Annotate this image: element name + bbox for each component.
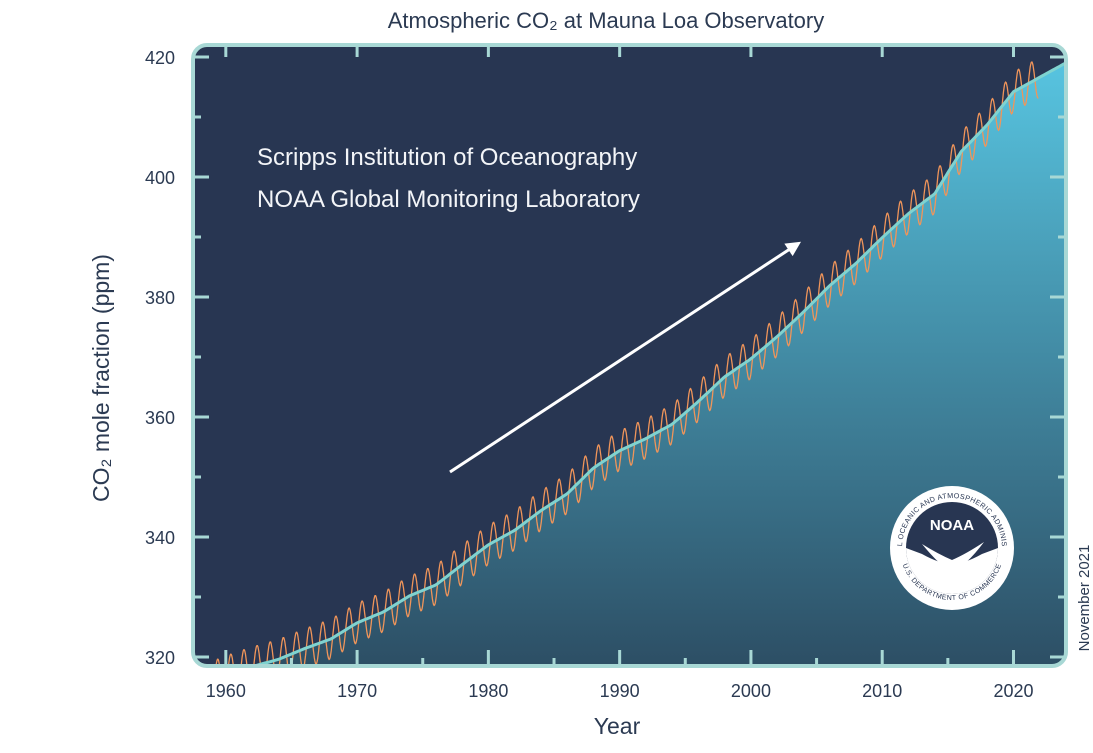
area-fill: [193, 62, 1066, 666]
noaa-logo-wordmark: NOAA: [930, 517, 974, 534]
x-tick-label: 1960: [206, 681, 246, 701]
axis-ticks: [193, 45, 1066, 666]
y-tick-label: 360: [145, 408, 175, 428]
source-scripps: Scripps Institution of Oceanography: [257, 144, 637, 171]
x-tick-label: 1990: [600, 681, 640, 701]
axis-tick-labels: 1960 1970 1980 1990 2000 2010 2020 320 340 360 380…: [145, 48, 1034, 701]
source-noaa: NOAA Global Monitoring Laboratory: [257, 186, 640, 213]
y-tick-label: 400: [145, 168, 175, 188]
y-axis-label: CO₂ mole fraction (ppm): [88, 254, 114, 502]
date-stamp: November 2021: [1076, 545, 1093, 652]
trend-arrow: [449, 241, 802, 474]
noaa-logo: NOAA NATIONAL OCEANIC AND ATMOSPHERIC AD…: [890, 486, 1014, 610]
x-axis-label: Year: [594, 713, 641, 739]
x-tick-label: 1970: [337, 681, 377, 701]
y-tick-label: 420: [145, 48, 175, 68]
x-tick-label: 2000: [731, 681, 771, 701]
monthly-series-line: [201, 61, 1039, 666]
x-tick-label: 2020: [993, 681, 1033, 701]
x-tick-label: 2010: [862, 681, 902, 701]
x-tick-label: 1980: [468, 681, 508, 701]
y-tick-label: 380: [145, 288, 175, 308]
y-tick-label: 320: [145, 648, 175, 668]
trend-series-line: [193, 61, 1066, 666]
chart-title: Atmospheric CO₂ at Mauna Loa Observatory: [388, 8, 825, 33]
y-tick-label: 340: [145, 528, 175, 548]
